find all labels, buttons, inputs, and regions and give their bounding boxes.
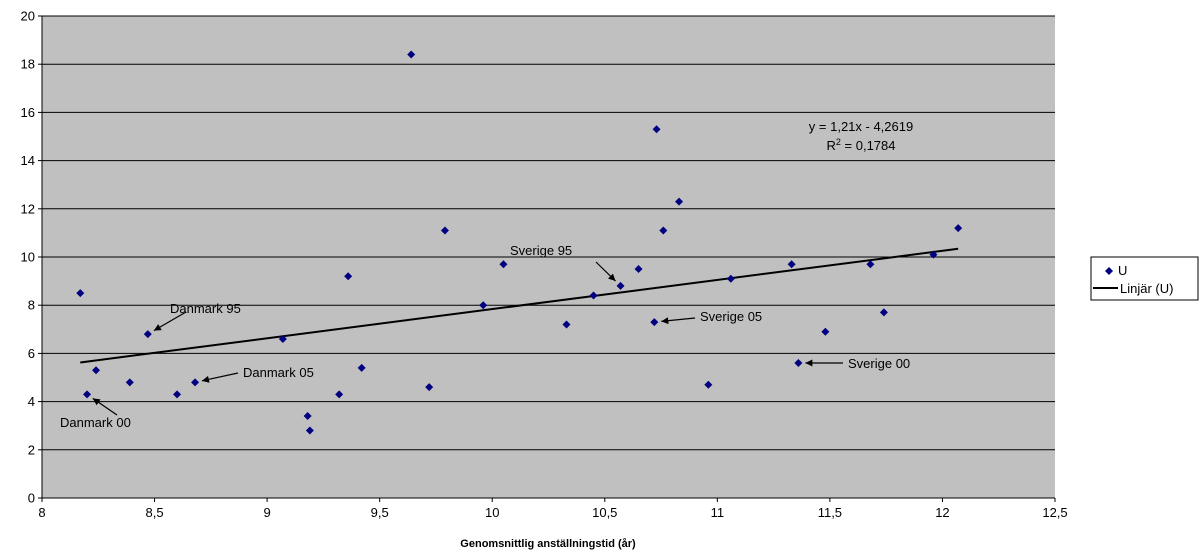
x-tick-label: 8: [38, 505, 45, 520]
data-point: [954, 224, 963, 233]
x-tick-label: 12,5: [1042, 505, 1067, 520]
legend-marker-u: [1105, 267, 1113, 275]
data-point: [479, 301, 488, 310]
trend-equation-text: y = 1,21x - 4,2619: [809, 119, 913, 134]
trend-r2-text: R2 = 0,1784: [827, 137, 896, 153]
data-point: [794, 359, 803, 368]
data-point: [143, 330, 152, 339]
legend: U Linjär (U): [1090, 256, 1199, 301]
annotation-arrowhead: [805, 359, 813, 367]
annotation-label: Sverige 95: [510, 243, 572, 258]
legend-label-trend: Linjär (U): [1120, 281, 1173, 296]
data-point: [821, 327, 830, 336]
data-point: [76, 289, 85, 298]
data-point: [650, 318, 659, 327]
x-tick-label: 12: [935, 505, 949, 520]
y-tick-label: 18: [21, 57, 35, 72]
data-point: [499, 260, 508, 269]
y-tick-label: 12: [21, 201, 35, 216]
trend-equation: y = 1,21x - 4,2619 R2 = 0,1784: [809, 119, 913, 153]
legend-label-u: U: [1118, 263, 1127, 278]
data-point: [879, 308, 888, 317]
annotation-label: Sverige 05: [700, 309, 762, 324]
data-point: [344, 272, 353, 281]
data-point: [659, 226, 668, 235]
annotation-arrowhead: [92, 398, 101, 406]
y-tick-label: 14: [21, 153, 35, 168]
annotation-label: Danmark 00: [60, 415, 131, 430]
x-tick-label: 11: [711, 505, 725, 520]
gridlines: [42, 15, 1055, 451]
y-tick-label: 4: [28, 394, 35, 409]
data-point: [303, 412, 312, 421]
y-tick-labels: 0 2 4 6 8 10 12 14 16 18 20: [21, 9, 35, 506]
y-tick-label: 6: [28, 346, 35, 361]
r2-prefix: R: [827, 138, 836, 153]
data-point: [92, 366, 101, 375]
x-tick-label: 9: [263, 505, 270, 520]
y-tick-label: 10: [21, 250, 35, 265]
axes: [38, 15, 1056, 502]
data-points: [76, 50, 963, 435]
annotation-arrowhead: [661, 317, 669, 325]
x-tick-label: 10,5: [592, 505, 617, 520]
data-point: [440, 226, 449, 235]
data-point: [634, 265, 643, 274]
y-tick-label: 2: [28, 442, 35, 457]
data-point: [425, 383, 434, 392]
data-point: [675, 197, 684, 206]
y-tick-label: 8: [28, 298, 35, 313]
data-point: [407, 50, 416, 59]
x-axis-title: Genomsnittlig anställningstid (år): [460, 538, 636, 550]
x-tick-label: 9,5: [371, 505, 389, 520]
legend-box: [1090, 256, 1199, 301]
annotation-label: Danmark 95: [170, 301, 241, 316]
trendline-group: [80, 247, 959, 364]
x-tick-label: 11,5: [818, 505, 842, 520]
data-point: [357, 363, 366, 372]
data-point: [83, 390, 92, 399]
data-point: [652, 125, 661, 134]
annotations: Danmark 95 Danmark 00 Danmark 05 Sverige 95…: [60, 243, 910, 430]
data-point: [173, 390, 182, 399]
r2-value: = 0,1784: [841, 138, 896, 153]
data-point: [191, 378, 200, 387]
annotation-arrowhead: [201, 375, 210, 383]
data-point: [335, 390, 344, 399]
data-point: [562, 320, 571, 329]
data-point: [278, 334, 287, 343]
data-point: [726, 274, 735, 283]
x-tick-label: 10: [485, 505, 499, 520]
y-tick-label: 20: [21, 9, 35, 24]
y-tick-label: 16: [21, 105, 35, 120]
annotation-label: Danmark 05: [243, 365, 314, 380]
data-point: [866, 260, 875, 269]
x-tick-labels: 8 8,5 9 9,5 10 10,5 11 11,5 12 12,5: [38, 505, 1067, 520]
annotation-arrowhead: [153, 324, 162, 331]
trendline: [80, 247, 959, 364]
data-point: [305, 426, 314, 435]
data-point: [125, 378, 134, 387]
annotation-label: Sverige 00: [848, 356, 910, 371]
data-point: [929, 250, 938, 259]
y-tick-label: 0: [28, 491, 35, 506]
data-point: [704, 380, 713, 389]
data-point: [616, 281, 625, 290]
data-point: [787, 260, 796, 269]
x-tick-label: 8,5: [146, 505, 164, 520]
annotation-arrowhead: [608, 273, 616, 282]
r2-superscript: 2: [836, 137, 841, 147]
data-point: [589, 291, 598, 300]
